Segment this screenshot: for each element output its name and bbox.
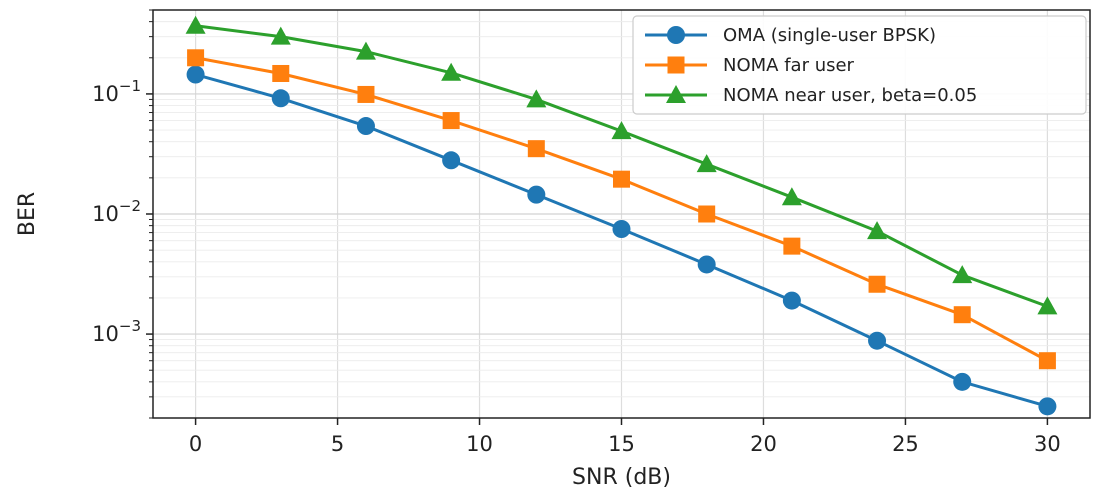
data-point-square: [698, 205, 716, 223]
data-point-circle: [953, 372, 972, 391]
x-tick-label: 25: [892, 432, 919, 456]
data-point-circle: [271, 89, 290, 108]
data-point-square: [272, 64, 290, 82]
data-point-triangle: [270, 26, 291, 45]
y-tick-label: 10−1: [92, 77, 141, 106]
data-point-square: [953, 306, 971, 324]
data-point-circle: [612, 220, 631, 239]
data-point-square: [442, 112, 460, 130]
data-point-square: [783, 237, 801, 255]
data-point-square: [357, 85, 375, 103]
data-point-triangle: [781, 187, 802, 206]
legend-label: OMA (single-user BPSK): [723, 25, 936, 46]
series-circle: [186, 65, 1057, 416]
data-point-triangle: [441, 62, 462, 81]
legend-item: NOMA far user: [645, 55, 855, 76]
tick-layer: 0 5 10 15 20 25 30 10−1 10−2 10−3: [92, 9, 1061, 456]
legend-marker-triangle: [666, 85, 686, 103]
series-layer: [185, 15, 1058, 416]
x-tick-label: 10: [466, 432, 493, 456]
x-tick-label: 20: [750, 432, 777, 456]
legend-item: OMA (single-user BPSK): [645, 25, 936, 46]
data-point-square: [868, 275, 886, 293]
legend: OMA (single-user BPSK) NOMA far user NOMA …: [632, 15, 1087, 115]
x-tick-label: 0: [189, 432, 202, 456]
data-point-circle: [697, 255, 716, 274]
legend-label: NOMA near user, beta=0.05: [723, 85, 977, 106]
data-point-circle: [186, 65, 205, 84]
legend-marker-circle: [667, 26, 685, 44]
x-tick-label: 30: [1034, 432, 1061, 456]
legend-marker-square: [667, 56, 685, 74]
data-point-triangle: [355, 41, 376, 60]
y-tick-label: 10−2: [92, 197, 141, 226]
x-tick-label: 15: [608, 432, 635, 456]
y-axis-label: BER: [15, 192, 40, 236]
data-point-triangle: [526, 89, 547, 108]
series-square: [187, 49, 1056, 370]
legend-item: NOMA near user, beta=0.05: [645, 85, 977, 106]
series-triangle: [185, 15, 1058, 315]
data-point-circle: [527, 185, 546, 204]
legend-label: NOMA far user: [723, 55, 855, 76]
data-point-triangle: [867, 221, 888, 240]
y-tick-label: 10−3: [92, 317, 141, 346]
data-point-triangle: [611, 121, 632, 140]
data-point-square: [1038, 352, 1056, 370]
data-point-triangle: [696, 154, 717, 173]
data-point-square: [527, 140, 545, 158]
data-point-triangle: [185, 15, 206, 34]
x-tick-label: 5: [331, 432, 344, 456]
legend-box: [632, 15, 1087, 115]
data-point-triangle: [1037, 296, 1058, 315]
data-point-triangle: [952, 265, 973, 284]
data-point-circle: [782, 291, 801, 310]
x-axis-label: SNR (dB): [572, 465, 671, 490]
data-point-circle: [356, 117, 375, 136]
data-point-square: [187, 49, 205, 67]
data-point-square: [613, 170, 630, 188]
data-point-circle: [868, 331, 887, 350]
data-point-circle: [442, 151, 461, 170]
data-point-circle: [1038, 397, 1057, 416]
